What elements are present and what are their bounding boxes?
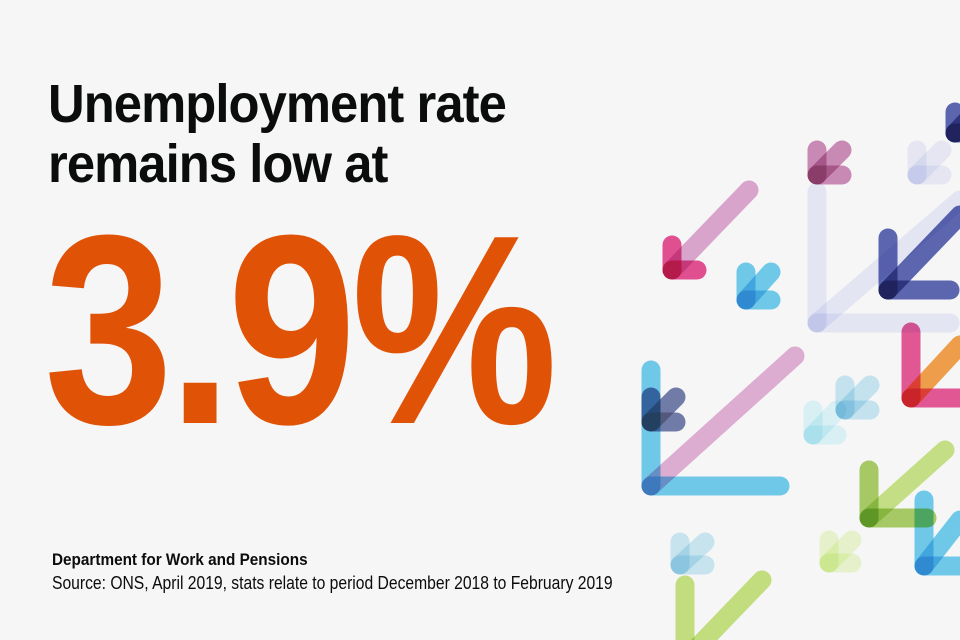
arrow-icon — [641, 387, 686, 432]
arrow-icon — [807, 140, 852, 185]
arrow-icon — [914, 490, 960, 576]
arrow-icon — [736, 262, 781, 310]
arrow-icon — [803, 400, 847, 445]
arrow-shaft — [691, 570, 772, 640]
arrow-icon — [859, 440, 955, 528]
source-note: Source: ONS, April 2019, stats relate to… — [52, 573, 613, 593]
arrow-shaft — [641, 346, 805, 496]
arrow-icon — [878, 205, 960, 300]
arrow-shaft — [859, 440, 955, 528]
organisation-name: Department for Work and Pensions — [52, 550, 308, 569]
arrow-icon — [907, 140, 952, 185]
arrow-icon — [662, 180, 759, 280]
headline-line-1: Unemployment rate — [48, 74, 507, 134]
arrow-shaft — [662, 180, 759, 280]
arrow-icon — [945, 102, 960, 143]
arrow-icon — [670, 532, 715, 575]
arrow-shaft — [878, 205, 960, 300]
unemployment-rate-figure: 3.9% — [44, 180, 558, 481]
arrow-icon — [901, 322, 960, 408]
headline-line-2: remains low at — [48, 134, 388, 194]
arrow-icon — [819, 530, 862, 573]
headline: Unemployment rate remains low at — [48, 74, 507, 194]
arrow-icon — [835, 375, 880, 420]
arrow-icon — [675, 570, 772, 640]
